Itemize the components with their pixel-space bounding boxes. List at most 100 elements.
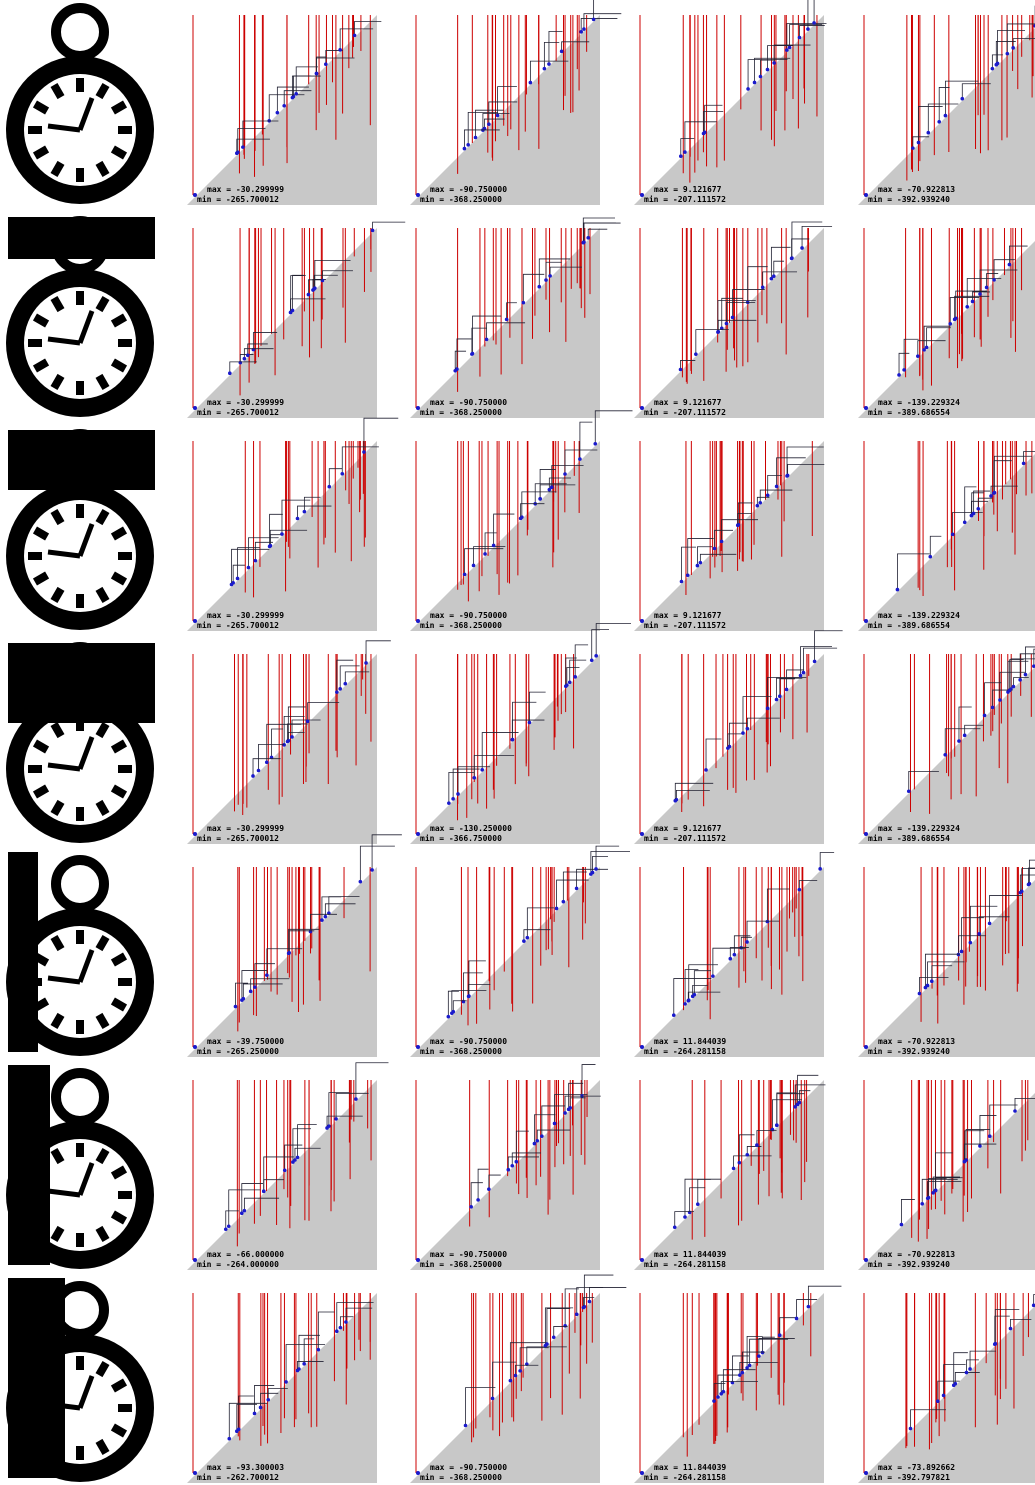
blue-point — [251, 774, 255, 778]
max-label: max = -90.750000 — [430, 1463, 507, 1472]
blue-point — [239, 361, 243, 365]
max-label: max = 9.121677 — [654, 611, 722, 620]
blue-point — [327, 485, 331, 489]
occluder — [8, 217, 155, 259]
min-label: min = -392.939240 — [868, 1259, 950, 1269]
blue-point — [453, 369, 457, 373]
blue-point — [977, 932, 981, 936]
blue-point — [594, 867, 598, 871]
blue-point — [1011, 46, 1015, 50]
blue-point — [283, 1168, 287, 1172]
occluder — [8, 430, 155, 490]
blue-point — [544, 278, 548, 282]
blue-point — [344, 1320, 348, 1324]
min-label: min = -368.250000 — [420, 1259, 502, 1269]
blue-point — [592, 18, 596, 22]
blue-point — [294, 92, 298, 96]
blue-point — [591, 871, 595, 875]
max-label: max = 11.844039 — [654, 1037, 726, 1046]
blue-point — [522, 301, 526, 305]
blue-point — [812, 21, 816, 25]
blue-point — [325, 1126, 329, 1130]
black-link — [808, 1286, 841, 1306]
min-label: min = -368.250000 — [420, 620, 502, 630]
blue-point — [485, 338, 489, 342]
blue-point — [992, 278, 996, 282]
blue-point — [699, 561, 703, 565]
blue-point — [552, 1335, 556, 1339]
persistence-diagram: max = -90.750000min = -368.250000 — [410, 0, 621, 205]
black-link — [1029, 860, 1035, 883]
diagonal-region — [187, 1293, 377, 1483]
blue-point — [320, 918, 324, 922]
blue-point — [560, 50, 564, 54]
diagonal-region — [187, 441, 377, 631]
blue-point — [533, 1142, 537, 1146]
diagonal-region — [410, 1293, 600, 1483]
blue-point — [683, 1215, 687, 1219]
blue-point — [359, 880, 363, 884]
blue-point — [315, 72, 319, 76]
blue-point — [965, 1371, 969, 1375]
blue-point — [467, 994, 471, 998]
blue-point — [555, 907, 559, 911]
blue-point — [944, 114, 948, 118]
blue-point — [725, 322, 729, 326]
watch-image — [6, 217, 155, 417]
max-label: max = -73.892662 — [878, 1463, 955, 1472]
blue-point — [227, 1437, 231, 1441]
persistence-diagram: max = -39.750000min = -265.250000 — [187, 835, 402, 1057]
persistence-diagram: max = -30.299999min = -265.700012 — [187, 15, 381, 205]
blue-point — [745, 1153, 749, 1157]
blue-point — [926, 131, 930, 135]
blue-point — [243, 1209, 247, 1213]
blue-point — [963, 520, 967, 524]
min-label: min = -366.750000 — [420, 833, 502, 843]
blue-point — [731, 316, 735, 320]
diagonal-region — [858, 228, 1035, 418]
blue-point — [907, 789, 911, 793]
occluder — [8, 643, 155, 723]
blue-point — [996, 62, 1000, 66]
blue-point — [758, 501, 762, 505]
blue-point — [259, 1406, 263, 1410]
blue-point — [672, 1013, 676, 1017]
min-label: min = -207.111572 — [644, 620, 726, 630]
blue-point — [296, 1156, 300, 1160]
blue-point — [728, 957, 732, 961]
max-label: max = -90.750000 — [430, 1250, 507, 1259]
blue-point — [916, 354, 920, 358]
blue-point — [563, 1111, 567, 1115]
black-link — [595, 411, 632, 444]
blue-point — [280, 532, 284, 536]
blue-point — [983, 714, 987, 718]
max-label: max = -130.250000 — [430, 824, 512, 833]
blue-point — [778, 694, 782, 698]
max-label: max = -70.922813 — [878, 185, 955, 194]
blue-point — [673, 799, 677, 803]
blue-point — [686, 573, 690, 577]
max-label: max = -90.750000 — [430, 1037, 507, 1046]
blue-point — [354, 1097, 358, 1101]
diagonal-region — [187, 1080, 377, 1270]
blue-point — [593, 442, 597, 446]
blue-point — [759, 75, 763, 79]
blue-point — [704, 768, 708, 772]
blue-point — [463, 573, 467, 577]
blue-point — [732, 1167, 736, 1171]
blue-point — [745, 940, 749, 944]
min-label: min = -389.686554 — [868, 833, 950, 843]
blue-point — [1027, 883, 1031, 887]
blue-point — [963, 1159, 967, 1163]
blue-point — [581, 241, 585, 245]
persistence-diagram: max = -90.750000min = -368.250000 — [410, 1275, 626, 1483]
blue-point — [262, 1189, 266, 1193]
blue-point — [291, 1160, 295, 1164]
blue-point — [276, 111, 280, 115]
blue-point — [303, 510, 307, 514]
blue-point — [775, 1123, 779, 1127]
max-label: max = -30.299999 — [207, 824, 284, 833]
persistence-diagram: max = -90.750000min = -368.250000 — [410, 218, 621, 418]
blue-point — [526, 936, 530, 940]
min-label: min = -207.111572 — [644, 833, 726, 843]
